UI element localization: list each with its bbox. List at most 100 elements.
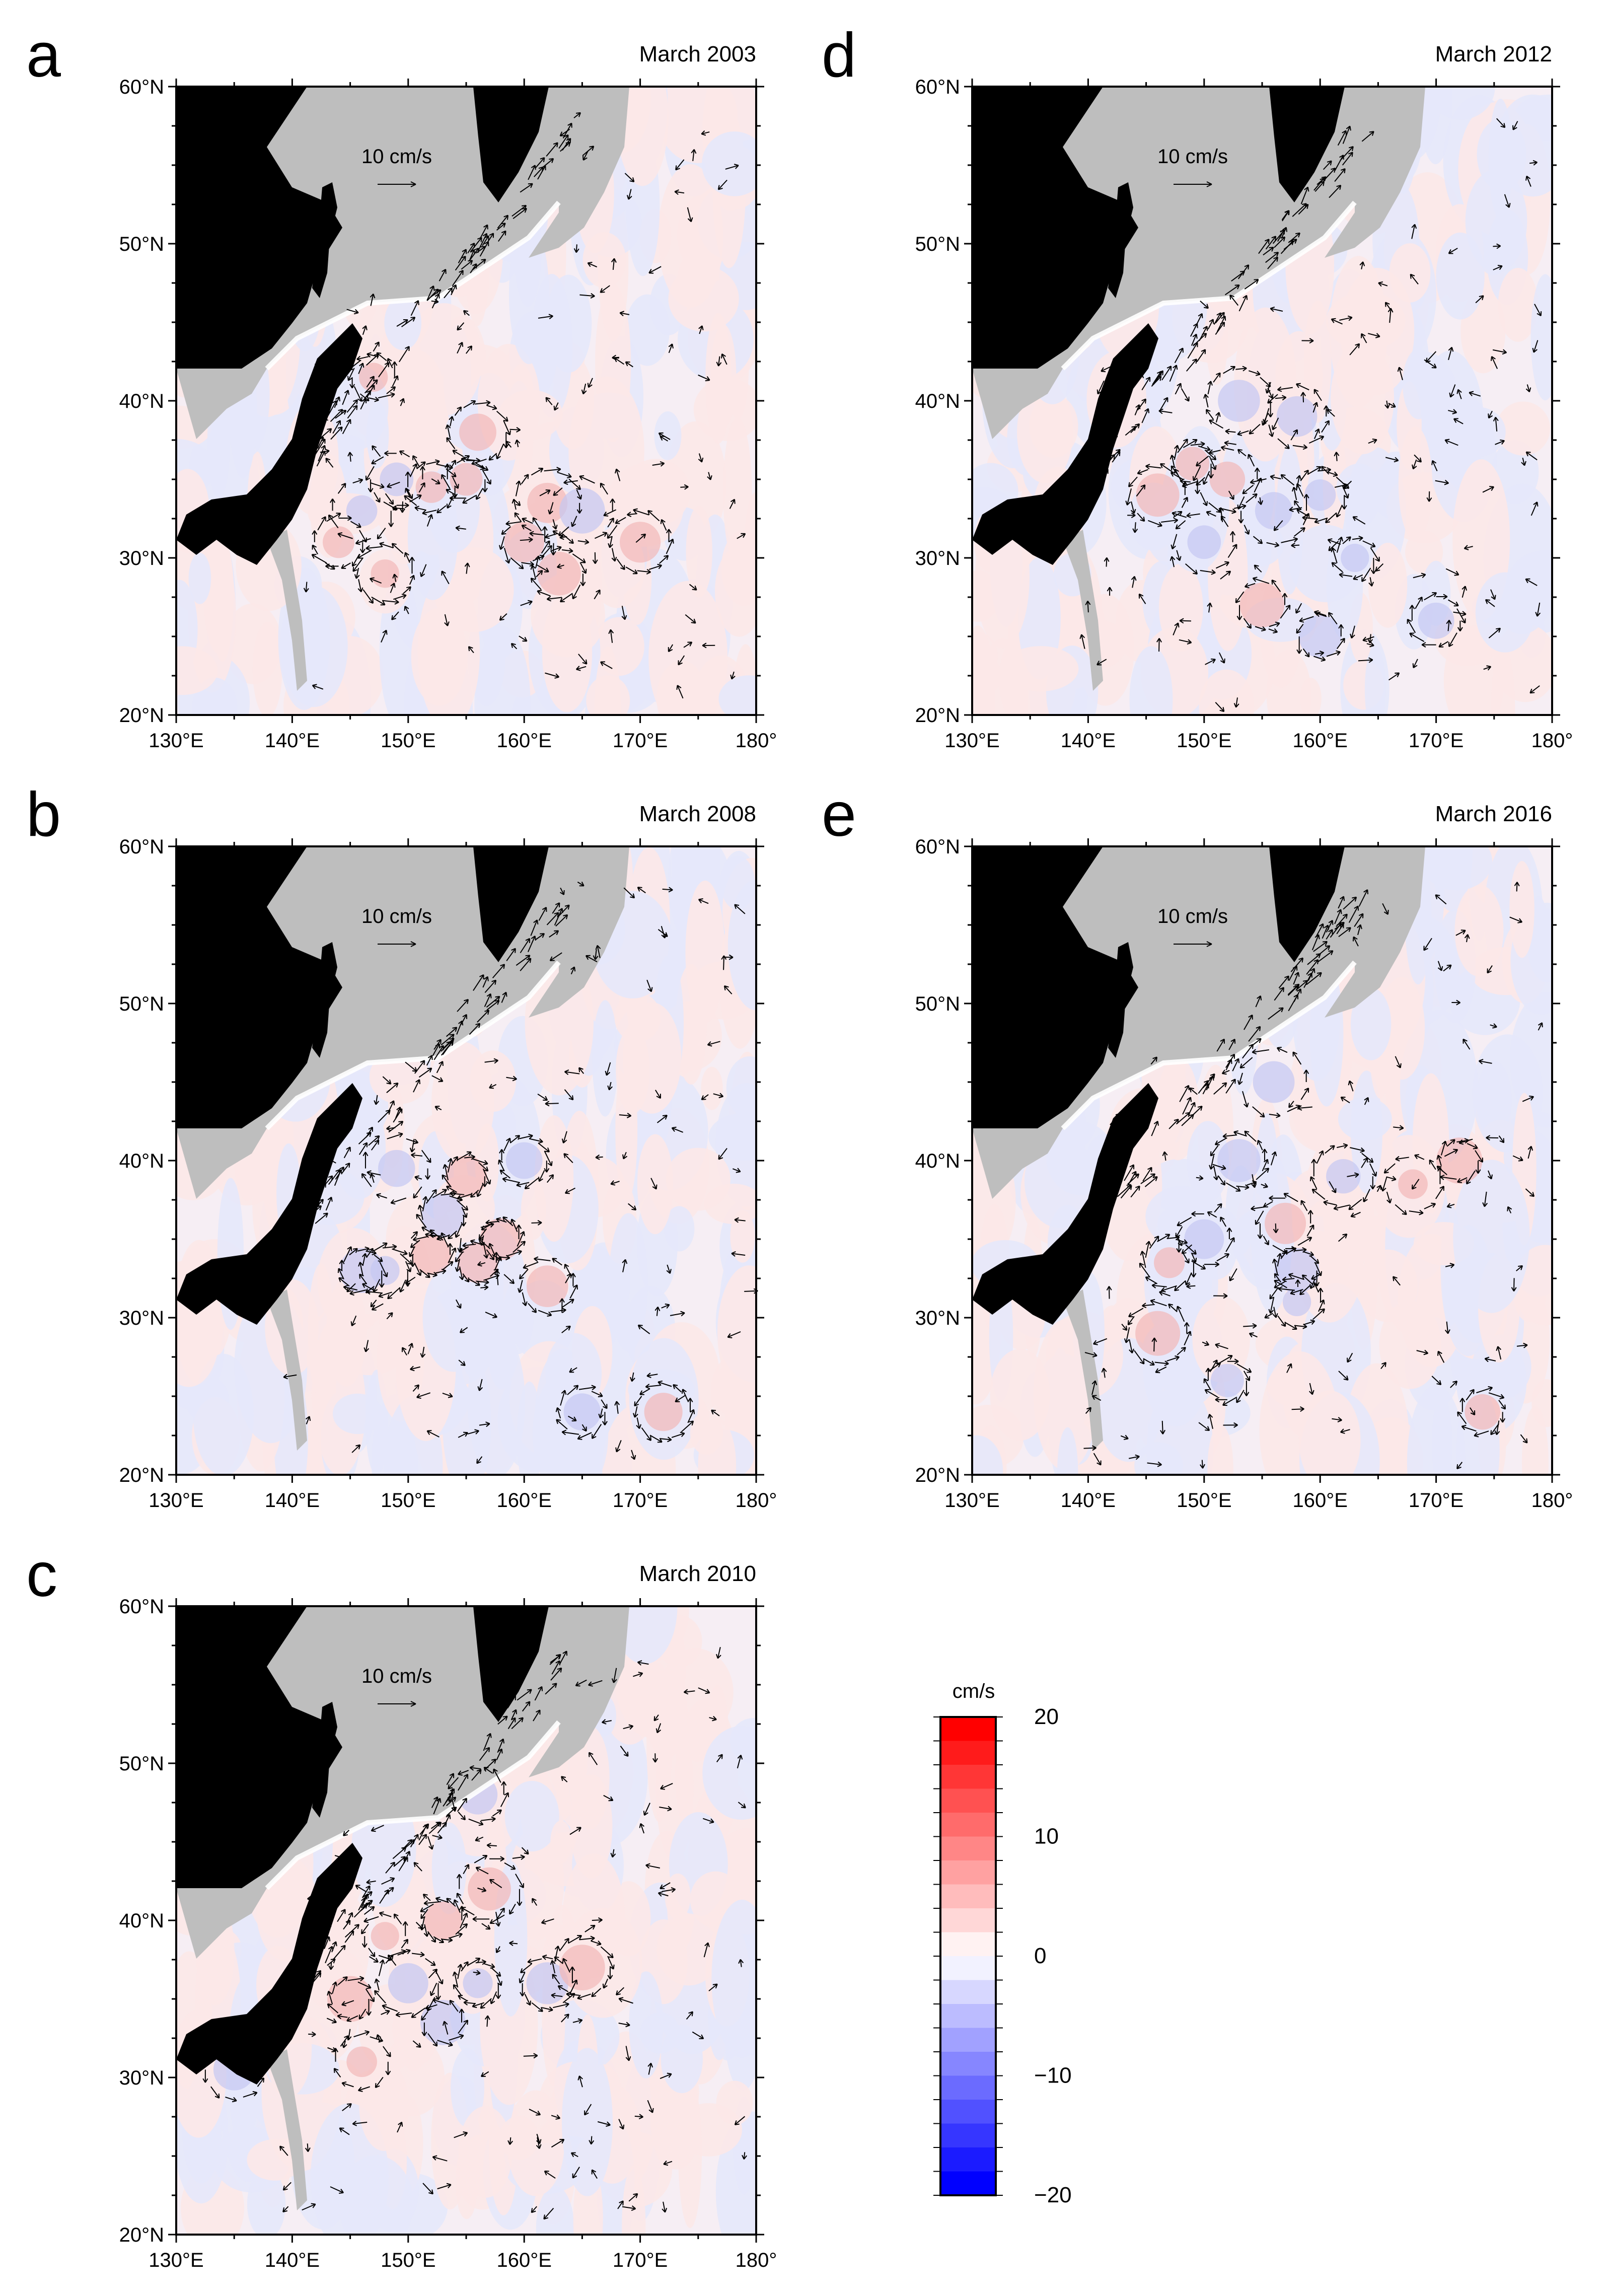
- y-tick-label: 40°N: [119, 1150, 164, 1172]
- scale-label: 10 cm/s: [361, 146, 432, 168]
- y-tick-label: 60°N: [119, 76, 164, 98]
- colorbar-swatch: [940, 2123, 996, 2148]
- map-panel-c: 10 cm/s March 2010 130°E 140°E 150°E 160°E 170…: [119, 1561, 777, 2271]
- land-mask: [176, 1606, 629, 2210]
- y-tick-label: 30°N: [119, 2067, 164, 2089]
- scale-arrow: [378, 181, 416, 187]
- x-tick-label: 180°: [736, 2249, 777, 2271]
- y-tick-label: 30°N: [119, 547, 164, 569]
- colorbar-swatch: [940, 1813, 996, 1837]
- y-tick-label: 20°N: [119, 704, 164, 727]
- colorbar-swatch: [940, 1980, 996, 2004]
- x-tick-label: 130°E: [944, 730, 999, 752]
- scale-label: 10 cm/s: [361, 905, 432, 927]
- x-tick-label: 150°E: [381, 730, 435, 752]
- colorbar-swatch: [940, 2100, 996, 2124]
- y-tick-label: 60°N: [119, 836, 164, 858]
- colorbar-swatch: [940, 2028, 996, 2052]
- y-tick-label: 40°N: [915, 390, 960, 412]
- x-tick-label: 150°E: [381, 2249, 435, 2271]
- colorbar-swatch: [940, 1884, 996, 1909]
- colorbar-swatch: [940, 1836, 996, 1861]
- velocity-vectors: [1079, 118, 1542, 712]
- y-tick-label: 50°N: [915, 233, 960, 255]
- map-panel-a: 10 cm/s March 2003 130°E 140°E 150°E 160°E 170…: [119, 42, 777, 752]
- x-tick-label: 150°E: [381, 1489, 435, 1512]
- velocity-vectors: [201, 1647, 747, 2220]
- y-tick-label: 20°N: [915, 704, 960, 727]
- y-tick-label: 40°N: [119, 390, 164, 412]
- colorbar-swatch: [940, 1860, 996, 1885]
- x-tick-label: 130°E: [149, 1489, 203, 1512]
- velocity-vectors: [283, 881, 758, 1464]
- panel-title: March 2012: [1435, 42, 1552, 66]
- y-tick-label: 60°N: [915, 76, 960, 98]
- map-panel-e: 10 cm/s March 2016 130°E 140°E 150°E 160°E 170…: [915, 802, 1573, 1512]
- scale-label: 10 cm/s: [1157, 146, 1228, 168]
- colorbar: cm/s 20 10 0 −10 −20: [933, 1680, 1072, 2207]
- scale-arrow: [1174, 181, 1212, 187]
- x-tick-label: 160°E: [1292, 730, 1347, 752]
- scale-label: 10 cm/s: [1157, 905, 1228, 927]
- colorbar-swatch: [940, 1741, 996, 1765]
- y-tick-label: 30°N: [119, 1307, 164, 1329]
- panel-title: March 2003: [639, 42, 756, 66]
- y-tick-label: 20°N: [119, 1464, 164, 1486]
- panel-letter-b: b: [26, 780, 61, 849]
- colorbar-swatch: [940, 1717, 996, 1742]
- colorbar-swatch: [940, 1956, 996, 1981]
- y-tick-label: 60°N: [915, 836, 960, 858]
- x-tick-label: 130°E: [149, 2249, 203, 2271]
- y-tick-label: 50°N: [119, 993, 164, 1015]
- colorbar-swatch: [940, 1788, 996, 1813]
- map-panel-b: 10 cm/s March 2008 130°E 140°E 150°E 160°E 170…: [119, 802, 777, 1512]
- x-tick-label: 170°E: [1409, 1489, 1464, 1512]
- colorbar-tick-label: 10: [1034, 1824, 1059, 1849]
- colorbar-swatch: [940, 2147, 996, 2172]
- panel-letter-c: c: [26, 1540, 57, 1610]
- land-mask: [972, 87, 1425, 691]
- x-tick-label: 170°E: [613, 2249, 668, 2271]
- colorbar-tick-label: 0: [1034, 1944, 1046, 1968]
- x-tick-label: 150°E: [1177, 730, 1231, 752]
- colorbar-tick-label: −20: [1034, 2183, 1072, 2207]
- x-tick-label: 180°: [1531, 730, 1573, 752]
- colorbar-swatch: [940, 2075, 996, 2100]
- x-tick-label: 180°: [736, 730, 777, 752]
- map-panel-d: 10 cm/s March 2012 130°E 140°E 150°E 160°E 170…: [915, 42, 1573, 752]
- y-tick-label: 50°N: [915, 993, 960, 1015]
- x-tick-label: 150°E: [1177, 1489, 1231, 1512]
- x-tick-label: 140°E: [265, 730, 320, 752]
- x-tick-label: 180°: [1531, 1489, 1573, 1512]
- y-tick-label: 30°N: [915, 547, 960, 569]
- panel-title: March 2008: [639, 802, 756, 826]
- y-tick-label: 60°N: [119, 1596, 164, 1618]
- y-tick-label: 50°N: [119, 233, 164, 255]
- colorbar-title: cm/s: [953, 1680, 995, 1702]
- panel-letter-e: e: [822, 780, 856, 849]
- colorbar-tick-label: 20: [1034, 1704, 1059, 1729]
- land-mask: [972, 846, 1425, 1451]
- x-tick-label: 160°E: [496, 2249, 551, 2271]
- scale-arrow: [378, 941, 416, 947]
- x-tick-label: 160°E: [496, 730, 551, 752]
- scale-arrow: [378, 1701, 416, 1707]
- y-tick-label: 20°N: [119, 2224, 164, 2246]
- colorbar-tick-label: −10: [1034, 2063, 1072, 2088]
- x-tick-label: 130°E: [149, 730, 203, 752]
- panel-letter-a: a: [26, 21, 61, 90]
- x-tick-label: 170°E: [613, 730, 668, 752]
- panel-title: March 2010: [639, 1561, 756, 1586]
- scale-arrow: [1174, 941, 1212, 947]
- colorbar-swatch: [940, 1765, 996, 1789]
- colorbar-swatch: [940, 2004, 996, 2029]
- y-tick-label: 20°N: [915, 1464, 960, 1486]
- y-tick-label: 40°N: [119, 1910, 164, 1932]
- y-tick-label: 50°N: [119, 1753, 164, 1775]
- x-tick-label: 140°E: [265, 2249, 320, 2271]
- y-tick-label: 40°N: [915, 1150, 960, 1172]
- x-tick-label: 140°E: [1061, 730, 1116, 752]
- x-tick-label: 130°E: [944, 1489, 999, 1512]
- colorbar-swatch: [940, 2052, 996, 2076]
